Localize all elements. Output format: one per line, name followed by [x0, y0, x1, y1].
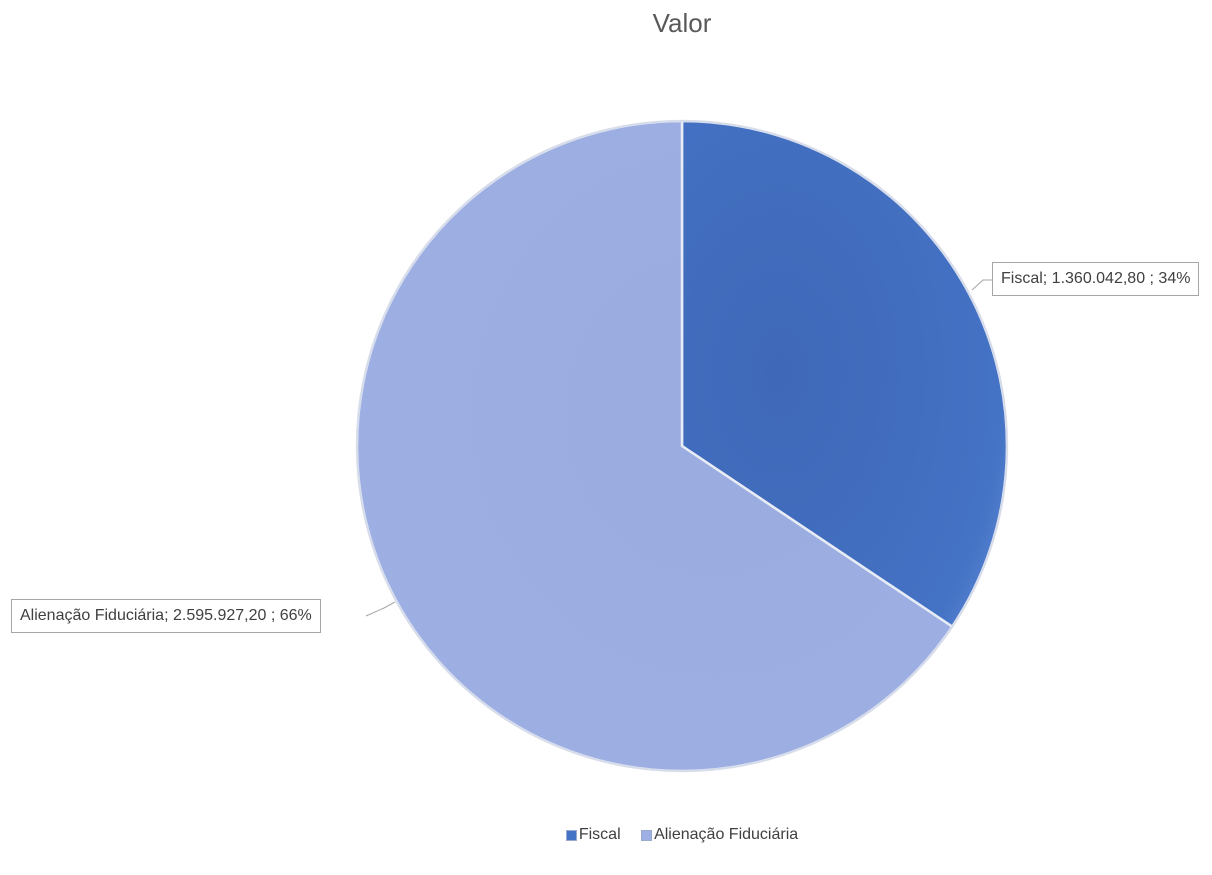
data-label-fiscal: Fiscal; 1.360.042,80 ; 34% [992, 262, 1200, 296]
chart-title: Valor [652, 8, 712, 38]
legend-label-fiscal: Fiscal [578, 826, 621, 843]
leader-line-fiscal [971, 279, 992, 291]
leader-line-alienacao-fiduciaria [365, 601, 396, 617]
legend-item-fiscal: Fiscal [565, 826, 621, 844]
chart-legend: Fiscal Alienação Fiduciária [0, 826, 1212, 846]
legend-item-alienacao-fiduciaria: Alienação Fiduciária [641, 826, 798, 844]
data-label-alienacao-fiduciaria: Alienação Fiduciária; 2.595.927,20 ; 66% [11, 599, 321, 633]
legend-swatch-fiscal [565, 829, 577, 841]
legend-swatch-alienacao-fiduciaria [641, 829, 653, 841]
legend-label-alienacao-fiduciaria: Alienação Fiduciária [654, 826, 799, 843]
pie-rim [356, 120, 1008, 772]
